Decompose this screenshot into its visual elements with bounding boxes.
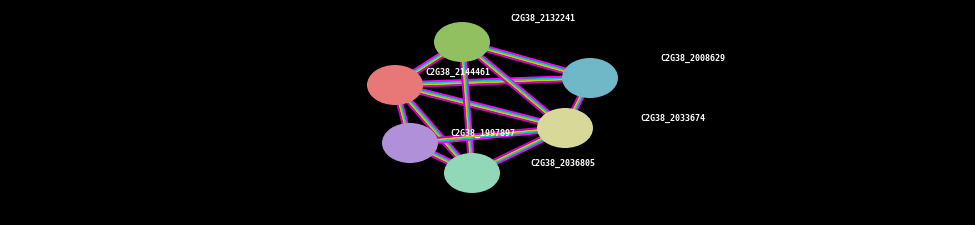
Ellipse shape [434,22,490,62]
Ellipse shape [562,58,618,98]
Text: C2G38_2036805: C2G38_2036805 [530,158,595,168]
Ellipse shape [444,153,500,193]
Text: C2G38_2144461: C2G38_2144461 [425,68,490,76]
Ellipse shape [367,65,423,105]
Text: C2G38_2033674: C2G38_2033674 [640,113,705,123]
Text: C2G38_2132241: C2G38_2132241 [510,14,575,22]
Text: C2G38_2008629: C2G38_2008629 [660,54,725,63]
Ellipse shape [537,108,593,148]
Text: C2G38_1997897: C2G38_1997897 [450,128,515,137]
Ellipse shape [382,123,438,163]
